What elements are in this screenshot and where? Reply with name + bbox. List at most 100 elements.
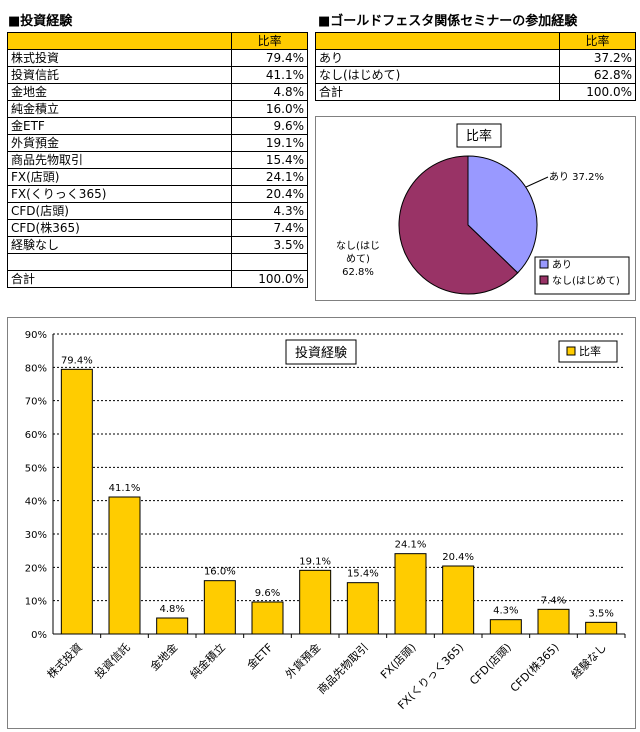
table-total-row: 合計 100.0%: [314, 83, 636, 101]
pie-chart-panel: 比率 あり 37.2% なし(はじ めて) 62.8% あり なし(はじめて): [315, 116, 636, 301]
row-label: 合計: [6, 270, 233, 288]
pie-title-box: [456, 123, 502, 148]
bar: [585, 621, 618, 635]
bar: [156, 617, 189, 635]
row-value: 比率: [559, 32, 636, 50]
bar-data-label: 9.6%: [255, 588, 280, 599]
bar-data-label: 20.4%: [442, 552, 474, 563]
x-category-label: CFD(株365): [507, 640, 561, 694]
table-row: 経験なし 3.5%: [6, 236, 308, 254]
legend-swatch: [539, 259, 549, 269]
bar-data-label: 16.0%: [204, 567, 236, 578]
pie-legend: [534, 256, 630, 295]
legend-label: あり: [552, 259, 572, 271]
row-value: 9.6%: [231, 117, 308, 135]
row-value: 20.4%: [231, 185, 308, 203]
row-value: 100.0%: [231, 270, 308, 288]
table-row: 金ETF 9.6%: [6, 117, 308, 135]
bar: [537, 608, 570, 635]
x-category-label: 商品先物取引: [314, 640, 371, 697]
legend-label: 比率: [579, 344, 601, 358]
y-tick-label: 60%: [25, 430, 47, 441]
row-label: FX(店頭): [6, 168, 233, 186]
row-value: 79.4%: [231, 49, 308, 67]
row-value: 15.4%: [231, 151, 308, 169]
pie-title: 比率: [466, 128, 492, 144]
bar: [442, 565, 475, 635]
row-value: 3.5%: [231, 236, 308, 254]
bar: [108, 496, 141, 635]
table-row: [6, 253, 308, 271]
bar: [489, 619, 522, 635]
pie-data-label: なし(はじ: [336, 240, 380, 252]
x-category-label: 金ETF: [244, 640, 276, 672]
bar-data-label: 4.8%: [159, 604, 184, 615]
row-value: 19.1%: [231, 134, 308, 152]
pie-data-label: あり 37.2%: [549, 171, 604, 183]
table-row: 金地金 4.8%: [6, 83, 308, 101]
pie-slice: [467, 155, 538, 274]
row-value: 7.4%: [231, 219, 308, 237]
investment-table: 比率 株式投資 79.4% 投資信託 41.1% 金地金 4.8% 純金積立 16.0% 金ETF…: [6, 32, 308, 288]
legend-swatch: [566, 346, 576, 356]
row-label: 外貨預金: [6, 134, 233, 152]
x-category-label: 株式投資: [44, 640, 85, 681]
bar-chart: 0% 10% 20% 30% 40% 50% 60% 70% 80% 90% 79.4% 株式投資 41…: [25, 330, 626, 712]
bar: [346, 582, 379, 635]
row-label: [314, 32, 561, 50]
x-category-label: 経験なし: [568, 640, 609, 681]
y-tick-label: 40%: [25, 497, 47, 508]
y-tick-label: 80%: [25, 363, 47, 374]
bar: [251, 601, 284, 635]
row-label: 商品先物取引: [6, 151, 233, 169]
row-label: FX(くりっく365): [6, 185, 233, 203]
x-category-label: FX(店頭): [377, 640, 418, 681]
bar: [394, 553, 427, 635]
legend-swatch: [539, 275, 549, 285]
table-total-row: 合計 100.0%: [6, 270, 308, 288]
bar: [60, 368, 93, 635]
table-row: 外貨預金 19.1%: [6, 134, 308, 152]
row-label: 経験なし: [6, 236, 233, 254]
y-tick-label: 70%: [25, 397, 47, 408]
row-label: 純金積立: [6, 100, 233, 118]
row-label: 投資信託: [6, 66, 233, 84]
table-row: なし(はじめて) 62.8%: [314, 66, 636, 84]
row-value: 100.0%: [559, 83, 636, 101]
row-value: 62.8%: [559, 66, 636, 84]
row-label: なし(はじめて): [314, 66, 561, 84]
y-tick-label: 50%: [25, 463, 47, 474]
row-value: 41.1%: [231, 66, 308, 84]
row-label: CFD(店頭): [6, 202, 233, 220]
table-header: 比率: [314, 32, 636, 50]
pie-data-label: 62.8%: [342, 267, 374, 278]
pie-data-label: めて): [346, 253, 370, 265]
y-tick-label: 20%: [25, 563, 47, 574]
x-category-label: 純金積立: [187, 640, 228, 681]
row-label: 金地金: [6, 83, 233, 101]
row-value: 比率: [231, 32, 308, 50]
row-value: 37.2%: [559, 49, 636, 67]
bar-title: 投資経験: [295, 345, 347, 361]
table-row: CFD(店頭) 4.3%: [6, 202, 308, 220]
bar-chart-panel: 0% 10% 20% 30% 40% 50% 60% 70% 80% 90% 79.4% 株式投資 41…: [7, 317, 636, 729]
row-value: 4.3%: [231, 202, 308, 220]
row-label: [6, 32, 233, 50]
y-tick-label: 10%: [25, 597, 47, 608]
table-row: CFD(株365) 7.4%: [6, 219, 308, 237]
bar-title-box: [285, 339, 357, 365]
bar-data-label: 3.5%: [588, 608, 613, 619]
row-value: 4.8%: [231, 83, 308, 101]
row-label: 金ETF: [6, 117, 233, 135]
bar-data-label: 79.4%: [61, 355, 93, 366]
table-row: 純金積立 16.0%: [6, 100, 308, 118]
row-value: 24.1%: [231, 168, 308, 186]
table-row: FX(くりっく365) 20.4%: [6, 185, 308, 203]
row-label: 株式投資: [6, 49, 233, 67]
x-category-label: CFD(店頭): [467, 640, 514, 687]
bar-data-label: 15.4%: [347, 569, 379, 580]
bar-data-label: 4.3%: [493, 606, 518, 617]
x-category-label: 金地金: [147, 640, 180, 673]
row-value: 16.0%: [231, 100, 308, 118]
pie-leader-line: [525, 176, 549, 188]
